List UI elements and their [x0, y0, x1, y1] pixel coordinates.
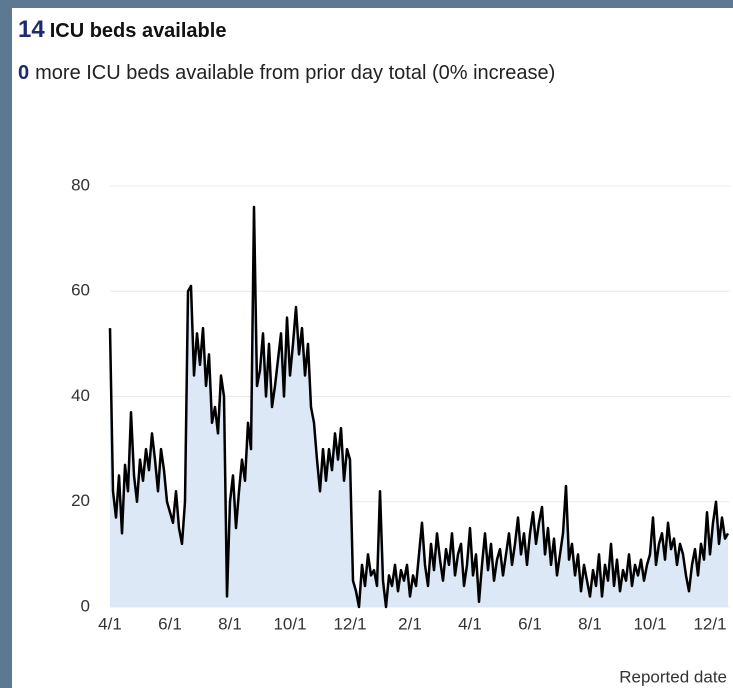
- y-tick-label: 80: [71, 175, 90, 194]
- x-tick-label: 4/1: [98, 614, 122, 633]
- x-tick-label: 4/1: [458, 614, 482, 633]
- chart: Reported date 0 20 40 60 80 4/1 6/1 8/1 10/1 12/1…: [71, 175, 730, 686]
- header: 14 ICU beds available: [18, 16, 226, 44]
- x-tick-label: 8/1: [578, 614, 602, 633]
- subtitle-text: more ICU beds available from prior day t…: [35, 62, 556, 84]
- x-axis-label: Reported date: [619, 667, 727, 686]
- y-tick-label: 40: [71, 386, 90, 405]
- y-tick-label: 60: [71, 281, 90, 300]
- header-label: ICU beds available: [49, 20, 227, 42]
- x-tick-label: 6/1: [158, 614, 182, 633]
- area: [110, 207, 728, 608]
- x-tick-label: 10/1: [273, 614, 306, 633]
- x-tick-label: 12/1: [333, 614, 366, 633]
- x-tick-label: 2/1: [398, 614, 422, 633]
- y-tick-label: 20: [71, 491, 90, 510]
- card: 14 ICU beds available 0 more ICU beds avai…: [12, 8, 733, 688]
- header-count: 14: [18, 16, 45, 43]
- line: [108, 205, 730, 609]
- y-tick-label: 0: [81, 596, 90, 615]
- subtitle-count: 0: [18, 62, 30, 84]
- x-tick-label: 12/1: [693, 614, 726, 633]
- x-tick-label: 10/1: [633, 614, 666, 633]
- x-tick-label: 8/1: [218, 614, 242, 633]
- x-tick-label: 6/1: [518, 614, 542, 633]
- subtitle: 0 more ICU beds available from prior day …: [18, 62, 555, 85]
